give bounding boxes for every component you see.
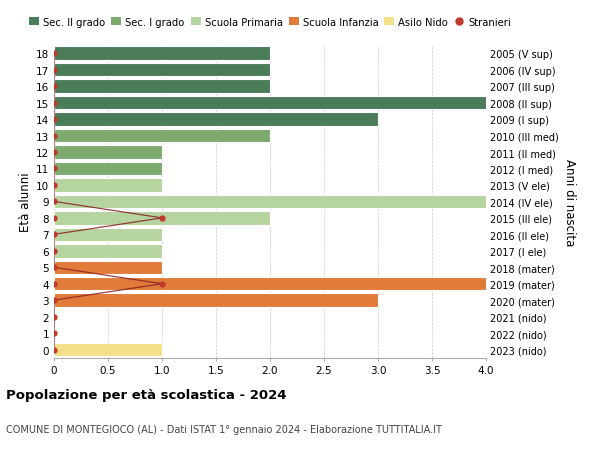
Bar: [54, 47, 270, 61]
Bar: [54, 294, 378, 307]
Bar: [54, 162, 162, 176]
Bar: [54, 64, 270, 77]
Bar: [54, 245, 162, 258]
Bar: [54, 343, 162, 357]
Bar: [54, 195, 486, 209]
Bar: [54, 97, 486, 110]
Legend: Sec. II grado, Sec. I grado, Scuola Primaria, Scuola Infanzia, Asilo Nido, Stran: Sec. II grado, Sec. I grado, Scuola Prim…: [25, 14, 515, 32]
Bar: [54, 277, 486, 291]
Bar: [54, 146, 162, 159]
Bar: [54, 129, 270, 143]
Y-axis label: Anni di nascita: Anni di nascita: [563, 158, 575, 246]
Bar: [54, 113, 378, 127]
Bar: [54, 261, 162, 274]
Bar: [54, 228, 162, 241]
Text: Popolazione per età scolastica - 2024: Popolazione per età scolastica - 2024: [6, 388, 287, 401]
Bar: [54, 179, 162, 192]
Bar: [54, 212, 270, 225]
Y-axis label: Età alunni: Età alunni: [19, 172, 32, 232]
Bar: [54, 80, 270, 94]
Text: COMUNE DI MONTEGIOCO (AL) - Dati ISTAT 1° gennaio 2024 - Elaborazione TUTTITALIA: COMUNE DI MONTEGIOCO (AL) - Dati ISTAT 1…: [6, 425, 442, 435]
